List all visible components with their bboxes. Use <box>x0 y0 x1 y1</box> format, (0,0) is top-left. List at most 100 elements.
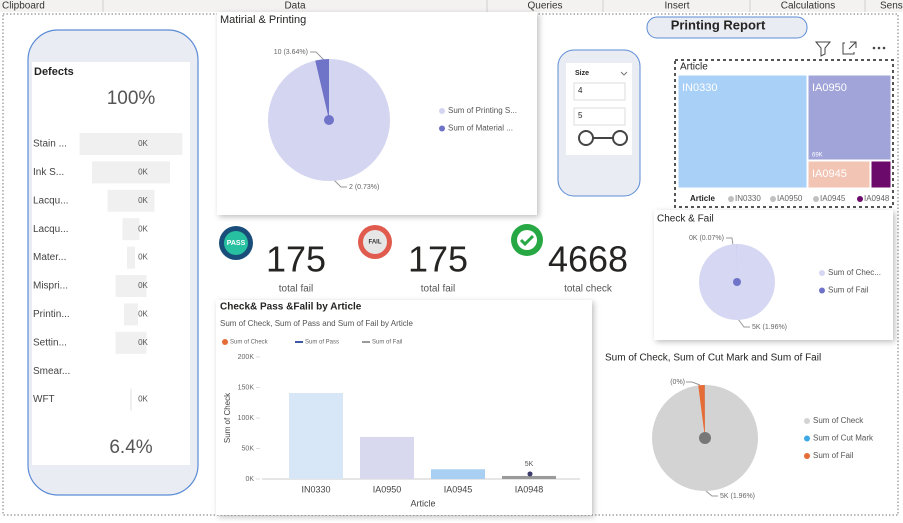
legend-dot <box>804 418 810 424</box>
funnel-bar <box>92 161 170 184</box>
pie-data-label: 5K (1.96%) <box>752 324 787 331</box>
legend-dot <box>804 435 810 442</box>
funnel-row-name: Mispri... <box>33 281 68 292</box>
pie-slice <box>732 244 737 282</box>
pie-data-label: 2 (0.73%) <box>349 184 379 191</box>
legend-dot <box>439 125 445 132</box>
legend-dot <box>857 196 863 202</box>
legend-dot <box>819 270 825 276</box>
funnel-row-name: Stain ... <box>33 139 67 150</box>
ribbon-tab: Insert <box>664 1 689 12</box>
legend-label: IA0950 <box>777 194 803 203</box>
funnel-row-value: 0K <box>138 281 148 290</box>
funnel-row-name: Mater... <box>33 252 66 263</box>
legend-marker <box>222 339 228 345</box>
y-tick-label: 200K <box>238 354 255 361</box>
legend-label: Sum of Chec... <box>828 268 881 277</box>
kpi-value: 175 <box>266 239 326 280</box>
slider-handle[interactable] <box>578 130 594 146</box>
funnel-bar <box>124 303 138 326</box>
pie-data-label: 0K (0.07%) <box>689 235 724 242</box>
report-button-label: Printing Report <box>671 17 766 32</box>
legend-label: Sum of Pass <box>305 340 339 346</box>
pie-data-label: (0%) <box>670 379 685 386</box>
legend-label: Sum of Fail <box>372 340 402 346</box>
x-axis-label: Article <box>410 498 435 508</box>
funnel-top: 100% <box>107 88 156 109</box>
funnel-bottom: 6.4% <box>109 437 152 458</box>
data-point <box>527 471 533 477</box>
treemap-tile <box>677 74 808 189</box>
leader-line <box>332 178 347 188</box>
y-axis-label: Sum of Check <box>223 392 232 443</box>
bar <box>431 469 485 479</box>
legend-label: Sum of Check <box>813 416 864 425</box>
bar-card <box>216 300 592 515</box>
report-button[interactable] <box>646 16 808 39</box>
leader-line <box>310 51 327 63</box>
ribbon-tab: Clipboard <box>2 1 45 12</box>
funnel-row-name: Lacqu... <box>33 195 69 206</box>
leader-line <box>737 318 750 328</box>
y-tick-label: 0K <box>245 476 254 483</box>
y-tick-label: 100K <box>238 415 255 422</box>
funnel-bar <box>79 133 183 155</box>
pie-slice <box>698 385 705 438</box>
funnel-row-name: Ink S... <box>33 167 64 178</box>
ribbon-tab: Data <box>284 1 306 12</box>
bar <box>502 475 556 479</box>
leader-line <box>686 381 701 386</box>
ribbon-tab: Calculations <box>781 1 835 12</box>
fail-badge-inner <box>363 230 387 254</box>
data-label: 5K <box>525 461 534 468</box>
legend-label: IN0330 <box>735 194 761 203</box>
funnel-row-name: Smear... <box>33 366 70 377</box>
slicer-input-min[interactable] <box>573 82 626 101</box>
legend-dot <box>770 196 776 202</box>
slicer-input-max[interactable] <box>573 107 626 126</box>
x-tick-label: IA0945 <box>444 484 473 494</box>
legend-label: Sum of Cut Mark <box>813 434 874 443</box>
pie-slice <box>315 59 329 120</box>
x-tick-label: IN0330 <box>301 484 330 494</box>
funnel-bar <box>115 275 147 297</box>
funnel-bar <box>115 331 147 354</box>
ribbon-tab: Sensi <box>880 1 903 12</box>
ribbon-tab: Queries <box>527 1 562 12</box>
card-title: Sum of Check, Sum of Cut Mark and Sum of… <box>605 353 821 364</box>
funnel-card <box>32 62 190 465</box>
legend-label: IA0945 <box>820 194 846 203</box>
funnel-row-name: Lacqu... <box>33 224 69 235</box>
treemap-tile-label: IN0330 <box>682 82 717 94</box>
slider-handle[interactable] <box>612 130 628 146</box>
more-icon[interactable] <box>872 46 886 50</box>
slicer-min: 4 <box>578 86 583 95</box>
funnel-row-value: 0K <box>138 310 148 319</box>
leader-line <box>705 490 718 497</box>
pie-hub <box>324 115 334 125</box>
pass-badge-inner <box>224 231 248 255</box>
pass-badge-label: PASS <box>227 240 246 247</box>
filter-icon[interactable] <box>814 41 832 57</box>
slicer-max: 5 <box>578 111 583 120</box>
treemap-tile-value: 69K <box>812 153 823 159</box>
funnel-row-value: 0K <box>138 139 148 148</box>
bar <box>289 392 343 479</box>
funnel-row-value: 0K <box>138 168 148 177</box>
legend-dot <box>728 196 734 202</box>
funnel-row-name: Printin... <box>33 309 70 320</box>
chart-subtitle: Sum of Check, Sum of Pass and Sum of Fai… <box>220 319 414 328</box>
check-mark <box>519 234 535 247</box>
legend-dot <box>439 108 445 114</box>
treemap-tile <box>807 74 892 161</box>
focus-icon[interactable] <box>842 41 857 55</box>
treemap-tile <box>807 160 871 189</box>
legend-dot <box>813 196 819 202</box>
dropdown-chevron[interactable] <box>620 71 628 76</box>
kpi-label: total fail <box>421 284 455 295</box>
treemap-tile-label: IA0945 <box>812 168 847 180</box>
legend-label: Sum of Fail <box>828 286 869 295</box>
canvas-border <box>2 13 899 516</box>
funnel-row-value: 0K <box>138 253 148 262</box>
